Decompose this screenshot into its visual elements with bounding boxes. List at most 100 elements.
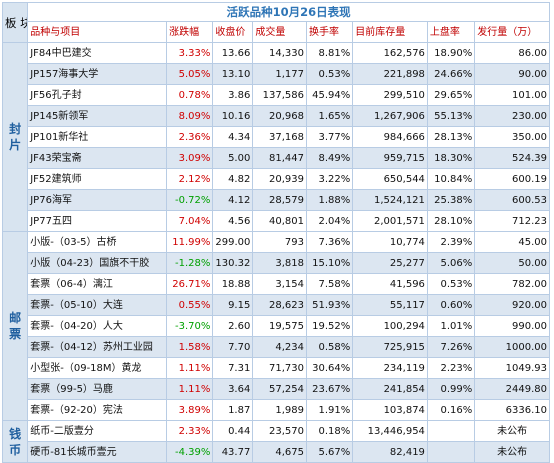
change-pct: -0.72% — [166, 189, 214, 211]
section-label-text: 邮 票 — [9, 311, 22, 341]
change-pct: 1.58% — [166, 336, 214, 358]
volume: 793 — [252, 231, 307, 253]
turnover-rate: 0.18% — [305, 420, 354, 442]
inventory: 162,576 — [352, 42, 428, 64]
col-header-turnover: 换手率 — [305, 21, 354, 43]
volume: 23,570 — [252, 420, 307, 442]
issue-amount: 920.00 — [474, 294, 550, 316]
volume: 3,154 — [252, 273, 307, 295]
listing-rate: 2.23% — [426, 357, 476, 379]
listing-rate: 5.06% — [426, 252, 476, 274]
change-pct: 3.89% — [166, 399, 214, 421]
close-price: 7.70 — [212, 336, 254, 358]
turnover-rate: 3.22% — [305, 168, 354, 190]
inventory: 650,544 — [352, 168, 428, 190]
volume: 20,939 — [252, 168, 307, 190]
close-price: 130.32 — [212, 252, 254, 274]
turnover-rate: 0.53% — [305, 63, 354, 85]
table-row: 套票-（92-20）宪法 3.89% 1.87 1,989 1.91% 103,874 0.… — [3, 399, 550, 421]
issue-amount: 712.23 — [474, 210, 550, 232]
turnover-rate: 5.67% — [305, 441, 354, 463]
issue-amount: 6336.10 — [474, 399, 550, 421]
change-pct: 7.04% — [166, 210, 214, 232]
table-row: 小型张-（09-18M）黄龙 1.11% 7.31 71,730 30.64% 234,1… — [3, 357, 550, 379]
close-price: 4.34 — [212, 126, 254, 148]
issue-amount: 90.00 — [474, 63, 550, 85]
col-header-listing-rate: 上盘率 — [426, 21, 476, 43]
change-pct: 3.09% — [166, 147, 214, 169]
close-price: 7.31 — [212, 357, 254, 379]
listing-rate: 24.66% — [426, 63, 476, 85]
inventory: 725,915 — [352, 336, 428, 358]
change-pct: 0.55% — [166, 294, 214, 316]
listing-rate: 28.10% — [426, 210, 476, 232]
item-name: JP76海军 — [27, 189, 168, 211]
change-pct: -4.39% — [166, 441, 214, 463]
section-stamps-label: 邮 票 — [1, 231, 29, 421]
volume: 57,254 — [252, 378, 307, 400]
listing-rate: 0.16% — [426, 399, 476, 421]
table-row: JP76海军 -0.72% 4.12 28,579 1.88% 1,524,121 25.3… — [3, 189, 550, 211]
issue-amount: 45.00 — [474, 231, 550, 253]
table-row: JF43荣宝斋 3.09% 5.00 81,447 8.49% 959,715 18.30%… — [3, 147, 550, 169]
col-header-inventory: 目前库存量 — [352, 21, 428, 43]
table-row: 套票-（04-12）苏州工业园 1.58% 7.70 4,234 0.58% 725,91… — [3, 336, 550, 358]
inventory: 41,596 — [352, 273, 428, 295]
change-pct: 8.09% — [166, 105, 214, 127]
listing-rate: 25.38% — [426, 189, 476, 211]
close-price: 4.82 — [212, 168, 254, 190]
listing-rate: 0.99% — [426, 378, 476, 400]
close-price: 4.56 — [212, 210, 254, 232]
table-row: 小版（04-23）国旗不干胶 -1.28% 130.32 3,818 15.10% 25,… — [3, 252, 550, 274]
listing-rate: 18.90% — [426, 42, 476, 64]
table-row: JF52建筑师 2.12% 4.82 20,939 3.22% 650,544 10.84%… — [3, 168, 550, 190]
close-price: 9.15 — [212, 294, 254, 316]
section-postcards-label: 封 片 — [1, 42, 29, 232]
turnover-rate: 45.94% — [305, 84, 354, 106]
item-name: 套票-（92-20）宪法 — [27, 399, 168, 421]
table-title: 活跃品种10月26日表现 — [27, 2, 550, 22]
issue-amount: 未公布 — [474, 420, 550, 442]
item-name: 套票（99-5）马鹿 — [27, 378, 168, 400]
close-price: 299.00 — [212, 231, 254, 253]
inventory: 25,277 — [352, 252, 428, 274]
issue-amount: 1049.93 — [474, 357, 550, 379]
turnover-rate: 19.52% — [305, 315, 354, 337]
turnover-rate: 8.81% — [305, 42, 354, 64]
close-price: 3.64 — [212, 378, 254, 400]
change-pct: 2.36% — [166, 126, 214, 148]
turnover-rate: 15.10% — [305, 252, 354, 274]
close-price: 13.10 — [212, 63, 254, 85]
inventory: 13,446,954 — [352, 420, 428, 442]
inventory: 55,117 — [352, 294, 428, 316]
item-name: 纸币-二版壹分 — [27, 420, 168, 442]
listing-rate: 0.60% — [426, 294, 476, 316]
close-price: 0.44 — [212, 420, 254, 442]
turnover-rate: 30.64% — [305, 357, 354, 379]
inventory: 221,898 — [352, 63, 428, 85]
change-pct: 0.78% — [166, 84, 214, 106]
item-name: 硬币-81长城币壹元 — [27, 441, 168, 463]
issue-amount: 782.00 — [474, 273, 550, 295]
item-name: 套票（06-4）漓江 — [27, 273, 168, 295]
item-name: JP145新领军 — [27, 105, 168, 127]
listing-rate: 1.01% — [426, 315, 476, 337]
table-row: JP145新领军 8.09% 10.16 20,968 1.65% 1,267,906 55… — [3, 105, 550, 127]
col-header-volume: 成交量 — [252, 21, 307, 43]
volume: 19,575 — [252, 315, 307, 337]
change-pct: -1.28% — [166, 252, 214, 274]
volume: 28,579 — [252, 189, 307, 211]
item-name: JF43荣宝斋 — [27, 147, 168, 169]
close-price: 2.60 — [212, 315, 254, 337]
issue-amount: 1000.00 — [474, 336, 550, 358]
turnover-rate: 1.88% — [305, 189, 354, 211]
col-header-issue: 发行量（万） — [474, 21, 550, 43]
item-name: JF56孔子封 — [27, 84, 168, 106]
volume: 37,168 — [252, 126, 307, 148]
inventory: 984,666 — [352, 126, 428, 148]
item-name: JP77五四 — [27, 210, 168, 232]
change-pct: 3.33% — [166, 42, 214, 64]
volume: 4,675 — [252, 441, 307, 463]
table-row: 封 片 JF84中巴建交 3.33% 13.66 14,330 8.81% 162,576 1… — [1, 42, 550, 232]
